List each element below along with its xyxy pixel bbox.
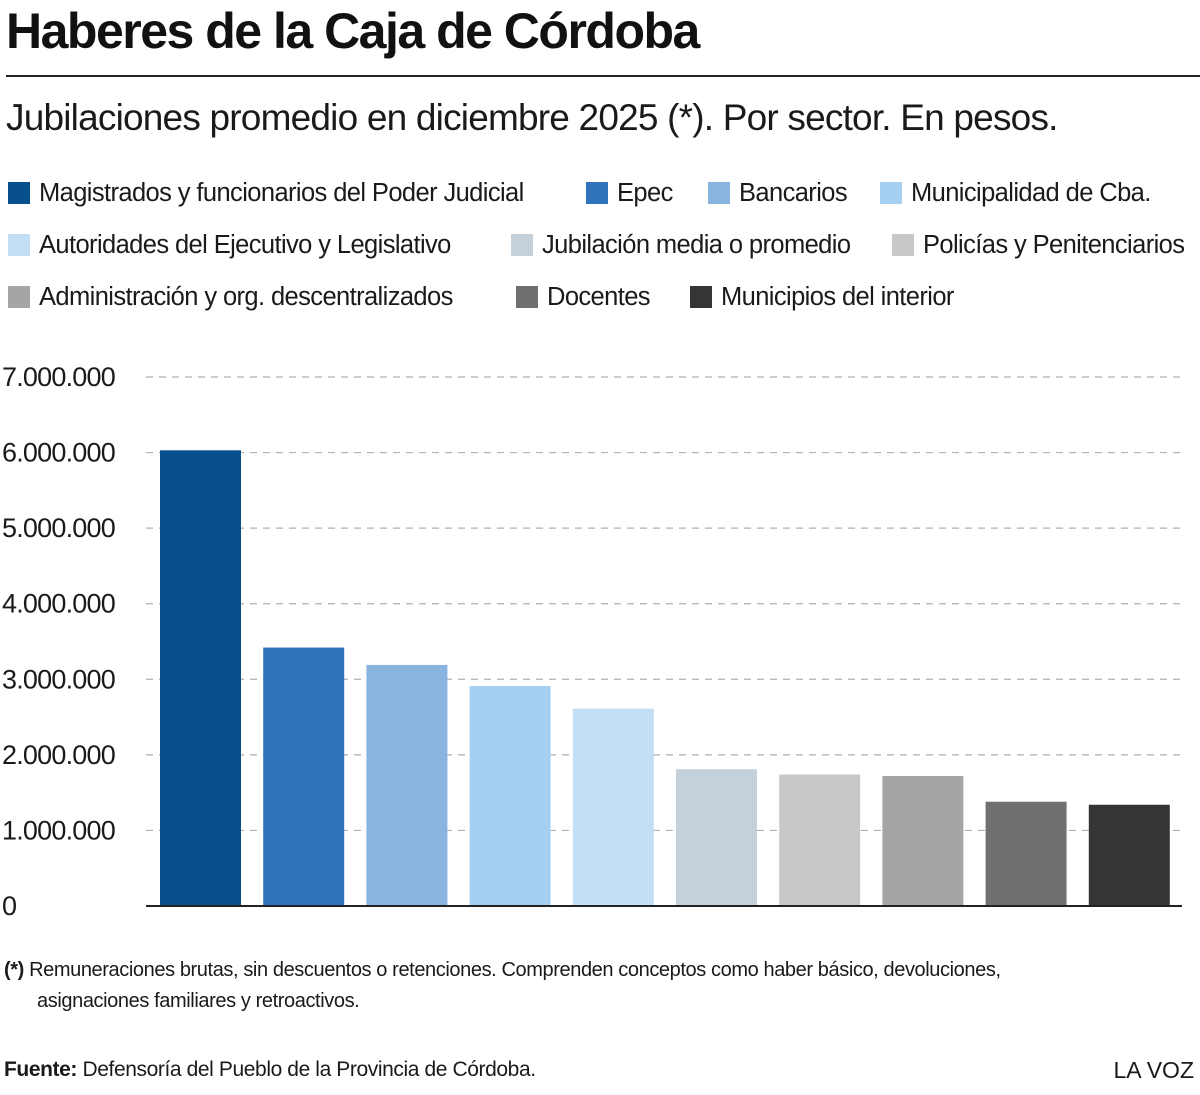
y-tick-label: 3.000.000 [2, 664, 115, 694]
legend-swatch [586, 182, 608, 204]
legend-swatch [8, 286, 30, 308]
legend-item: Municipios del interior [690, 278, 954, 316]
bar [469, 686, 551, 906]
bar [676, 769, 757, 906]
legend-row: Administración y org. descentralizados D… [8, 278, 1200, 330]
legend-label: Docentes [547, 282, 651, 311]
legend-label: Municipalidad de Cba. [911, 178, 1151, 207]
legend-item: Docentes [516, 278, 651, 316]
legend-swatch [8, 182, 30, 204]
footnote: (*) Remuneraciones brutas, sin descuento… [4, 955, 1124, 1017]
y-tick-label: 2.000.000 [2, 740, 115, 770]
legend-item: Municipalidad de Cba. [880, 174, 1151, 212]
legend-label: Administración y org. descentralizados [39, 282, 453, 311]
y-tick-label: 7.000.000 [2, 362, 115, 392]
brand-logo-text: LA VOZ [1113, 1057, 1194, 1083]
legend-swatch [708, 182, 730, 204]
chart-title: Haberes de la Caja de Córdoba [6, 3, 700, 59]
legend-swatch [516, 286, 538, 308]
bar [572, 708, 654, 906]
legend-row: Magistrados y funcionarios del Poder Jud… [8, 174, 1200, 226]
footnote-text-line1: Remuneraciones brutas, sin descuentos o … [29, 959, 1001, 981]
legend-item: Jubilación media o promedio [511, 226, 851, 264]
bar [985, 801, 1067, 906]
legend-item: Policías y Penitenciarios [892, 226, 1185, 264]
legend: Magistrados y funcionarios del Poder Jud… [8, 174, 1200, 330]
bar [779, 774, 861, 906]
legend-swatch [880, 182, 902, 204]
legend-item: Bancarios [708, 174, 848, 212]
legend-label: Jubilación media o promedio [542, 230, 851, 259]
chart-subtitle: Jubilaciones promedio en diciembre 2025 … [6, 97, 1058, 138]
legend-item: Magistrados y funcionarios del Poder Jud… [8, 174, 524, 212]
legend-label: Bancarios [739, 178, 848, 207]
legend-swatch [8, 234, 30, 256]
bar [263, 647, 345, 906]
y-tick-label: 6.000.000 [2, 438, 115, 468]
footnote-text-line2: asignaciones familiares y retroactivos. [37, 990, 360, 1012]
source-credit: Fuente: Defensoría del Pueblo de la Prov… [4, 1058, 536, 1082]
source-label: Fuente: [4, 1058, 78, 1081]
bar [882, 776, 964, 906]
legend-item: Autoridades del Ejecutivo y Legislativo [8, 226, 451, 264]
legend-row: Autoridades del Ejecutivo y Legislativo … [8, 226, 1200, 278]
legend-swatch [511, 234, 533, 256]
legend-swatch [892, 234, 914, 256]
title-divider [6, 75, 1200, 77]
legend-label: Municipios del interior [721, 282, 954, 311]
legend-label: Magistrados y funcionarios del Poder Jud… [39, 178, 524, 207]
y-tick-label: 1.000.000 [2, 815, 115, 845]
y-tick-label: 5.000.000 [2, 513, 115, 543]
legend-label: Autoridades del Ejecutivo y Legislativo [39, 230, 451, 259]
legend-label: Policías y Penitenciarios [923, 230, 1185, 259]
legend-item: Epec [586, 174, 673, 212]
legend-label: Epec [617, 178, 673, 207]
bar [366, 664, 448, 906]
bar [160, 450, 241, 906]
legend-item: Administración y org. descentralizados [8, 278, 453, 316]
y-tick-label: 4.000.000 [2, 589, 115, 619]
bar [1088, 804, 1170, 906]
footnote-marker: (*) [4, 959, 24, 981]
source-text: Defensoría del Pueblo de la Provincia de… [82, 1058, 536, 1081]
legend-swatch [690, 286, 712, 308]
bar-chart: 0 1.000.000 2.000.000 3.000.000 4.000.000 5.0… [2, 362, 1182, 921]
y-tick-label: 0 [2, 891, 16, 921]
